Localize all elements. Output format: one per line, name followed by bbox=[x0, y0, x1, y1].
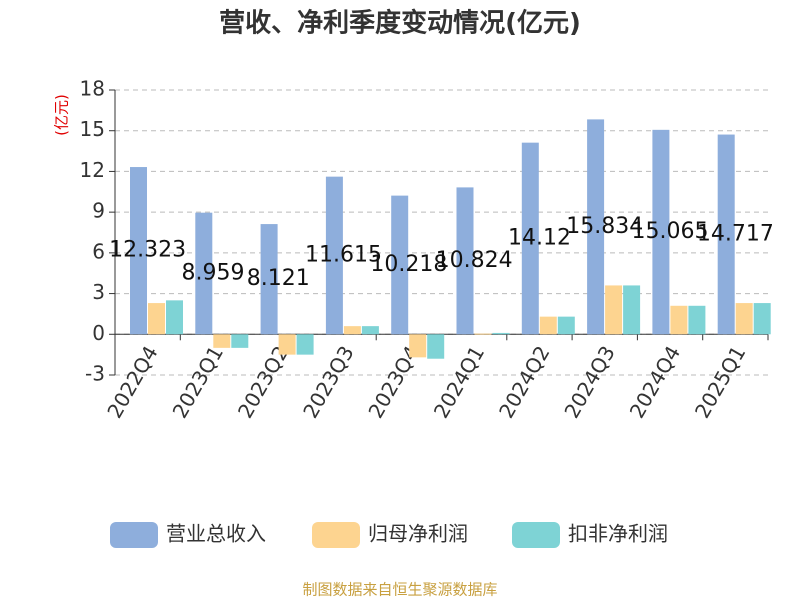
bar bbox=[557, 316, 575, 335]
bar bbox=[296, 334, 314, 355]
bar bbox=[539, 316, 557, 335]
legend-swatch bbox=[312, 522, 360, 548]
bar bbox=[456, 187, 474, 335]
bar bbox=[343, 326, 361, 335]
bar bbox=[260, 224, 278, 335]
y-tick-label: -3 bbox=[85, 362, 105, 386]
data-label: 10.824 bbox=[436, 248, 513, 273]
legend-label: 营业总收入 bbox=[166, 522, 266, 546]
bar bbox=[409, 334, 427, 358]
data-label: 8.959 bbox=[181, 260, 244, 285]
data-label: 15.834 bbox=[566, 214, 643, 239]
data-label: 14.12 bbox=[508, 225, 571, 250]
x-tick-label: 2023Q1 bbox=[168, 342, 228, 423]
bar bbox=[717, 134, 735, 335]
bar bbox=[474, 333, 492, 335]
y-tick-label: 18 bbox=[80, 77, 105, 101]
y-tick-label: 15 bbox=[80, 117, 105, 141]
bar bbox=[521, 142, 539, 335]
x-tick-label: 2022Q4 bbox=[102, 342, 162, 423]
source-note: 制图数据来自恒生聚源数据库 bbox=[302, 581, 497, 599]
bar bbox=[735, 303, 753, 335]
x-tick-label: 2025Q1 bbox=[690, 342, 750, 423]
x-tick-label: 2024Q4 bbox=[625, 342, 685, 423]
data-label: 15.065 bbox=[632, 219, 709, 244]
legend-label: 归母净利润 bbox=[368, 522, 468, 546]
data-label: 14.717 bbox=[697, 221, 774, 246]
legend-swatch bbox=[110, 522, 158, 548]
y-axis-label: (亿元) bbox=[53, 94, 71, 136]
y-tick-label: 3 bbox=[92, 280, 105, 304]
bar bbox=[213, 334, 231, 348]
bar bbox=[166, 300, 183, 335]
chart-title: 营收、净利季度变动情况(亿元) bbox=[219, 8, 581, 39]
bar bbox=[753, 303, 771, 335]
bar bbox=[623, 285, 641, 335]
data-label: 12.323 bbox=[109, 238, 186, 263]
bar bbox=[130, 167, 147, 335]
legend-label: 扣非净利润 bbox=[568, 522, 668, 546]
data-label: 8.121 bbox=[247, 266, 310, 291]
legend-swatch bbox=[512, 522, 560, 548]
y-tick-label: 9 bbox=[92, 199, 105, 223]
data-label: 10.218 bbox=[370, 252, 447, 277]
bar bbox=[670, 305, 688, 335]
y-tick-label: 0 bbox=[92, 321, 105, 345]
y-tick-label: 12 bbox=[80, 158, 105, 182]
bar bbox=[391, 195, 409, 335]
bar bbox=[587, 119, 605, 335]
bar bbox=[492, 332, 510, 335]
bar bbox=[325, 176, 343, 335]
data-label: 11.615 bbox=[305, 242, 382, 267]
y-tick-label: 6 bbox=[92, 239, 105, 263]
bar bbox=[688, 305, 706, 335]
bar bbox=[605, 285, 623, 335]
x-tick-label: 2024Q2 bbox=[494, 342, 554, 423]
bar bbox=[278, 334, 296, 355]
bar bbox=[427, 334, 445, 359]
bar bbox=[652, 129, 670, 335]
bar bbox=[148, 303, 165, 335]
x-tick-label: 2024Q3 bbox=[559, 342, 619, 423]
bar bbox=[361, 326, 379, 335]
bar bbox=[195, 212, 213, 335]
bar bbox=[231, 334, 249, 348]
